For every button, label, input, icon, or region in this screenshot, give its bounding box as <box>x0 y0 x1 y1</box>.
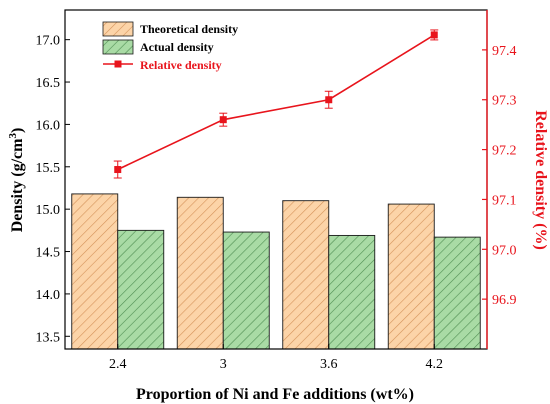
bar-theoretical-2 <box>282 200 330 350</box>
x-tick-label-1: 3 <box>220 357 227 372</box>
relative-density-layer <box>113 29 439 179</box>
y-tick-label-0: 13.5 <box>36 330 61 345</box>
bar-theoretical-3 <box>387 203 435 350</box>
relative-density-point-2 <box>325 96 333 104</box>
y-axis-title-main: Density (g/cm <box>9 138 26 232</box>
y-axis-title: Density (g/cm3) <box>7 128 26 233</box>
bar-theoretical-0 <box>71 193 119 350</box>
y2-tick-label-4: 97.3 <box>492 94 517 109</box>
y2-tick-label-3: 97.2 <box>492 144 517 159</box>
y2-axis-title: Relative density (%) <box>532 110 549 250</box>
bar-actual-3 <box>433 236 481 350</box>
legend-swatch-theoretical <box>102 21 134 37</box>
y2-tick-label-2: 97.1 <box>492 193 517 208</box>
right-axis-ticks: 96.9 97.0 97.1 97.2 97.3 97.4 <box>482 44 517 308</box>
bar-theoretical-1 <box>176 196 224 350</box>
y-tick-label-3: 15.0 <box>36 203 61 218</box>
legend-label-theoretical: Theoretical density <box>140 22 238 36</box>
y-tick-label-6: 16.5 <box>36 76 61 91</box>
relative-density-point-3 <box>430 31 438 39</box>
relative-density-line <box>117 34 435 171</box>
relative-density-point-0 <box>114 166 122 174</box>
y-tick-label-2: 14.5 <box>36 246 61 261</box>
y2-tick-label-1: 97.0 <box>492 243 517 258</box>
legend-marker-relative <box>114 60 122 68</box>
y-axis-title-sup: 3 <box>7 133 19 139</box>
x-tick-label-3: 4.2 <box>426 357 444 372</box>
bar-actual-0 <box>117 229 165 350</box>
bar-actual-1 <box>222 231 270 350</box>
y-axis-title-close: ) <box>9 128 26 133</box>
relative-density-point-1 <box>219 116 227 124</box>
y-tick-label-1: 14.0 <box>36 288 61 303</box>
y-tick-label-5: 16.0 <box>36 118 61 133</box>
bar-actual-2 <box>328 234 376 350</box>
bars-layer <box>71 193 481 350</box>
x-axis-title: Proportion of Ni and Fe additions (wt%) <box>136 386 414 403</box>
x-tick-label-2: 3.6 <box>320 357 338 372</box>
y2-tick-label-5: 97.4 <box>492 44 517 59</box>
y-tick-label-4: 15.5 <box>36 161 61 176</box>
x-tick-label-0: 2.4 <box>109 357 127 372</box>
x-axis-ticks: 2.4 3 3.6 4.2 <box>109 344 443 372</box>
legend: Theoretical density Actual density Relat… <box>102 21 238 72</box>
y-tick-label-7: 17.0 <box>36 34 61 49</box>
legend-swatch-actual <box>102 39 134 55</box>
y2-tick-label-0: 96.9 <box>492 293 517 308</box>
legend-label-relative: Relative density <box>140 58 222 72</box>
left-axis-ticks: 13.5 14.0 14.5 15.0 15.5 16.0 16.5 17.0 <box>36 34 70 345</box>
legend-label-actual: Actual density <box>140 40 214 54</box>
